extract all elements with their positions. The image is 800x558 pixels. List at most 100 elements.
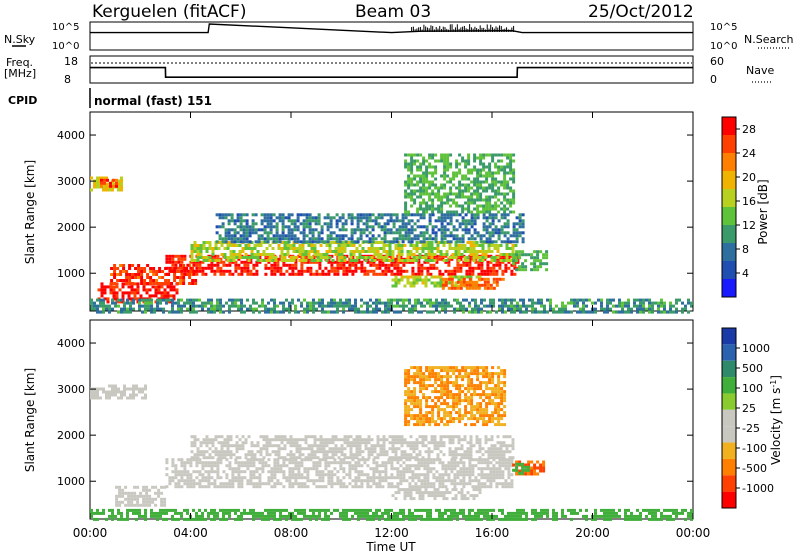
echo-cell xyxy=(425,178,428,181)
echo-cell xyxy=(465,467,468,470)
echo-cell xyxy=(426,299,429,302)
echo-cell xyxy=(162,308,165,311)
echo-cell xyxy=(414,305,417,308)
echo-cell xyxy=(213,305,216,308)
echo-cell xyxy=(509,259,512,262)
echo-cell xyxy=(470,247,473,250)
echo-cell xyxy=(594,302,597,305)
echo-cell xyxy=(369,213,372,216)
echo-cell xyxy=(498,219,501,222)
echo-cell xyxy=(491,244,494,247)
echo-cell xyxy=(663,308,666,311)
echo-cell xyxy=(305,447,308,450)
echo-cell xyxy=(437,447,440,450)
echo-cell xyxy=(225,482,228,485)
echo-cell xyxy=(336,305,339,308)
echo-cell xyxy=(443,163,446,166)
echo-cell xyxy=(494,247,497,250)
echo-cell xyxy=(404,190,407,193)
echo-cell xyxy=(470,435,473,438)
echo-cell xyxy=(368,453,371,456)
echo-cell xyxy=(135,394,138,397)
echo-cell xyxy=(192,305,195,308)
echo-cell xyxy=(93,394,96,397)
echo-cell xyxy=(633,299,636,302)
echo-cell xyxy=(434,196,437,199)
echo-cell xyxy=(309,305,312,308)
echo-cell xyxy=(186,473,189,476)
echo-cell xyxy=(447,464,450,467)
echo-cell xyxy=(371,244,374,247)
echo-cell xyxy=(242,435,245,438)
echo-cell xyxy=(318,240,321,243)
echo-cell xyxy=(357,237,360,240)
echo-cell xyxy=(120,311,123,314)
echo-cell xyxy=(447,473,450,476)
echo-cell xyxy=(395,453,398,456)
echo-cell xyxy=(194,247,197,250)
echo-cell xyxy=(281,247,284,250)
echo-cell xyxy=(440,253,443,256)
echo-cell xyxy=(498,231,501,234)
echo-cell xyxy=(180,479,183,482)
echo-cell xyxy=(118,486,121,489)
echo-cell xyxy=(339,464,342,467)
echo-cell xyxy=(275,453,278,456)
echo-cell xyxy=(435,231,438,234)
echo-cell xyxy=(261,470,264,473)
echo-cell xyxy=(291,213,294,216)
echo-cell xyxy=(276,267,279,270)
echo-cell xyxy=(506,172,509,175)
echo-cell xyxy=(642,305,645,308)
echo-cell xyxy=(154,498,157,501)
echo-cell xyxy=(369,225,372,228)
echo-cell xyxy=(426,270,429,273)
echo-cell xyxy=(407,282,410,285)
echo-cell xyxy=(201,273,204,276)
echo-cell xyxy=(404,384,407,387)
echo-cell xyxy=(344,259,347,262)
echo-cell xyxy=(228,270,231,273)
echo-cell xyxy=(539,265,542,268)
echo-cell xyxy=(437,250,440,253)
echo-cell xyxy=(200,244,203,247)
echo-cell xyxy=(407,211,410,214)
echo-cell xyxy=(389,244,392,247)
echo-cell xyxy=(255,482,258,485)
echo-cell xyxy=(251,450,254,453)
echo-cell xyxy=(410,181,413,184)
echo-cell xyxy=(174,473,177,476)
echo-cell xyxy=(224,253,227,256)
echo-cell xyxy=(404,417,407,420)
echo-cell xyxy=(477,213,480,216)
echo-cell xyxy=(269,453,272,456)
echo-cell xyxy=(398,256,401,259)
echo-cell xyxy=(186,476,189,479)
echo-cell xyxy=(531,299,534,302)
echo-cell xyxy=(245,244,248,247)
echo-cell xyxy=(479,250,482,253)
echo-cell xyxy=(210,470,213,473)
echo-cell xyxy=(642,308,645,311)
echo-cell xyxy=(444,464,447,467)
echo-cell xyxy=(121,495,124,498)
echo-cell xyxy=(477,461,480,464)
echo-cell xyxy=(155,282,158,285)
echo-cell xyxy=(452,211,455,214)
echo-cell xyxy=(516,240,519,243)
echo-cell xyxy=(482,166,485,169)
echo-cell xyxy=(118,489,121,492)
echo-cell xyxy=(462,219,465,222)
echo-cell xyxy=(258,482,261,485)
echo-cell xyxy=(195,270,198,273)
echo-cell xyxy=(329,441,332,444)
echo-cell xyxy=(372,213,375,216)
echo-cell xyxy=(381,270,384,273)
echo-cell xyxy=(446,250,449,253)
echo-cell xyxy=(142,504,145,507)
echo-cell xyxy=(482,208,485,211)
echo-cell xyxy=(218,435,221,438)
echo-cell xyxy=(476,241,479,244)
echo-cell xyxy=(408,222,411,225)
